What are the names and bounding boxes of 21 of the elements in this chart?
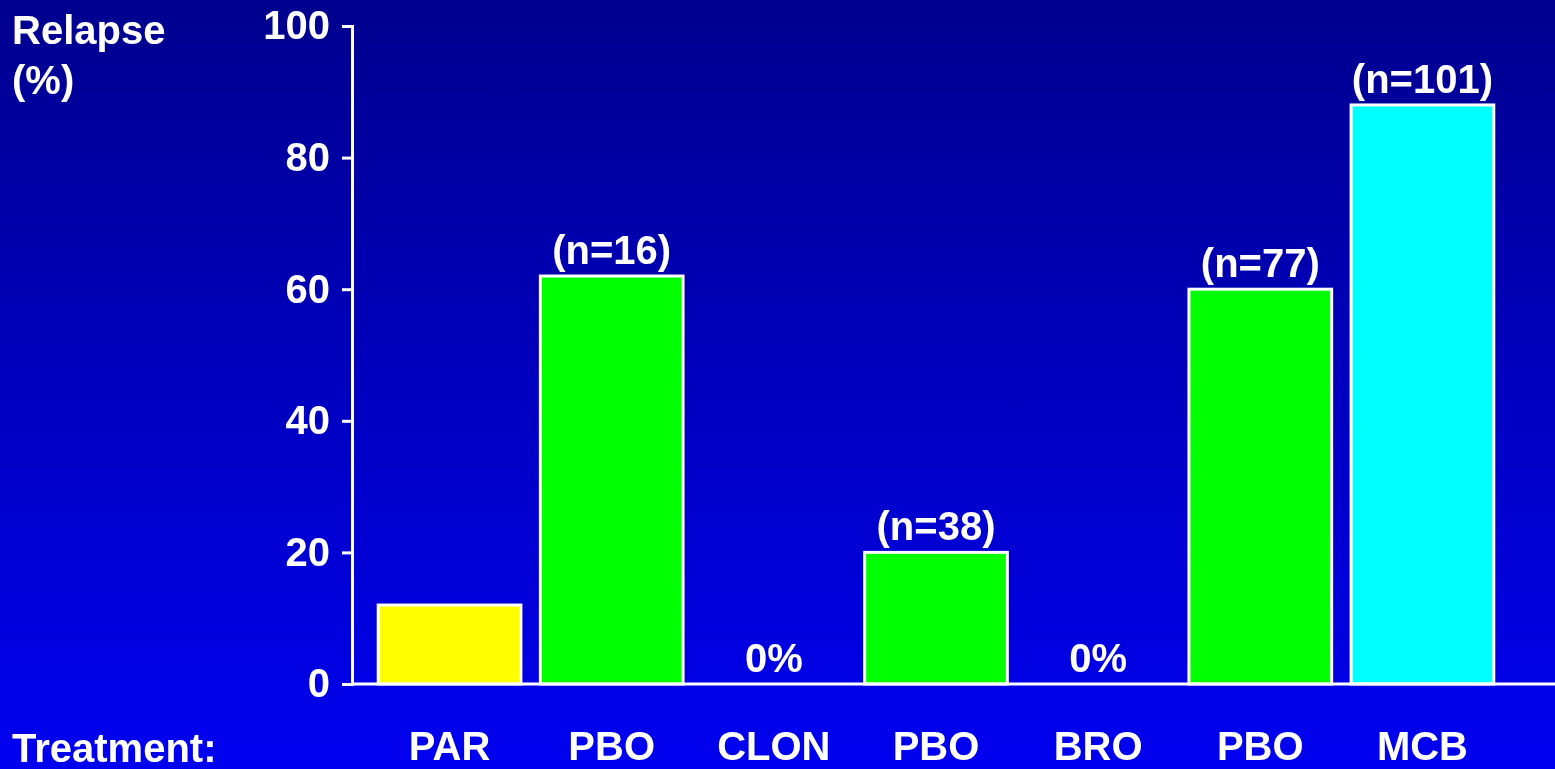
x-tick-label: CLON: [717, 724, 831, 768]
x-tick-label: BRO: [1053, 724, 1143, 768]
annotation: (n=101): [1351, 56, 1494, 101]
x-tick-label: PBO: [1216, 724, 1304, 768]
annotation: (n=38): [876, 504, 996, 549]
y-tick-label: 80: [285, 134, 330, 179]
y-axis-title: Relapse (%): [12, 8, 166, 102]
x-axis-title: Treatment:: [12, 726, 217, 769]
x-tick-label: PBO: [892, 724, 980, 768]
annotation: (n=16): [552, 228, 672, 273]
x-tick-label: MCB: [1376, 724, 1468, 768]
y-tick-label: 20: [285, 529, 330, 574]
y-tick-label: 0: [307, 661, 330, 706]
x-tick-label: PBO: [568, 724, 656, 768]
y-tick-label: 60: [285, 266, 330, 311]
data-label: 0%: [1069, 636, 1128, 680]
y-tick-label: 40: [285, 398, 330, 443]
annotation: (n=77): [1200, 241, 1320, 286]
y-tick-label: 100: [263, 3, 330, 48]
x-tick-label: PAR: [408, 724, 491, 768]
data-label: 0%: [744, 636, 803, 680]
